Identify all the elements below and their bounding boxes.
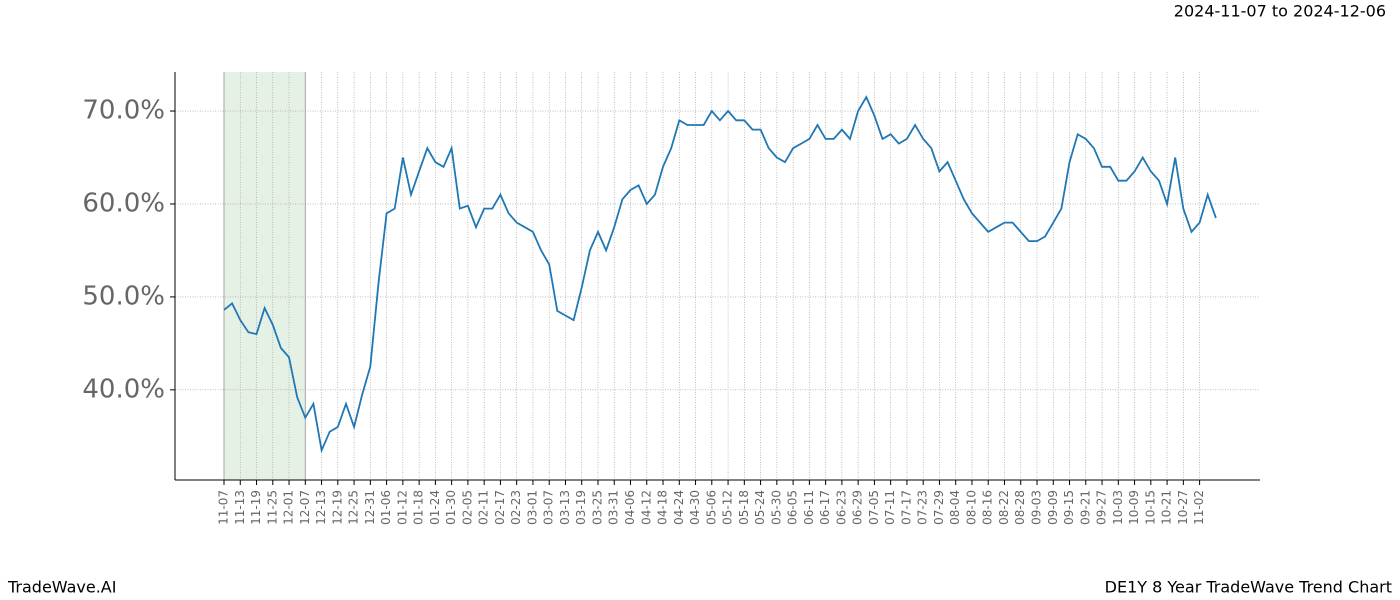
- x-tick-label: 03-19: [574, 490, 588, 525]
- x-tick-label: 08-22: [997, 490, 1011, 525]
- x-tick-label: 12-13: [314, 490, 328, 525]
- x-tick-label: 05-24: [753, 490, 767, 525]
- x-tick-label: 08-10: [964, 490, 978, 525]
- x-tick-label: 05-12: [721, 490, 735, 525]
- x-tick-label: 01-18: [412, 490, 426, 525]
- x-tick-label: 11-13: [233, 490, 247, 525]
- x-tick-label: 01-24: [428, 490, 442, 525]
- x-tick-label: 04-18: [656, 490, 670, 525]
- x-tick-label: 12-25: [347, 490, 361, 525]
- x-tick-label: 02-17: [493, 490, 507, 525]
- x-tick-label: 06-05: [786, 490, 800, 525]
- x-tick-label: 10-09: [1127, 490, 1141, 525]
- x-tick-label: 07-23: [916, 490, 930, 525]
- trend-line: [223, 95, 1217, 454]
- y-tick-label: 40.0%: [82, 374, 165, 404]
- header-range: 2024-11-07 to 2024-12-06: [1174, 2, 1386, 21]
- footer-title: DE1Y 8 Year TradeWave Trend Chart: [1105, 578, 1392, 597]
- x-tick-label: 10-21: [1160, 490, 1174, 525]
- x-tick-label: 04-12: [639, 490, 653, 525]
- x-tick-label: 03-01: [525, 490, 539, 525]
- x-tick-label: 04-06: [623, 490, 637, 525]
- y-tick-label: 50.0%: [82, 281, 165, 311]
- x-tick-label: 07-17: [899, 490, 913, 525]
- x-tick-label: 03-13: [558, 490, 572, 525]
- x-tick-label: 12-19: [330, 490, 344, 525]
- x-tick-label: 09-27: [1095, 490, 1109, 525]
- x-tick-label: 05-06: [704, 490, 718, 525]
- y-tick-label: 70.0%: [82, 96, 165, 126]
- x-tick-label: 06-23: [834, 490, 848, 525]
- x-tick-label: 03-31: [607, 490, 621, 525]
- x-tick-label: 08-04: [948, 490, 962, 525]
- x-tick-label: 02-05: [460, 490, 474, 525]
- x-tick-label: 01-30: [444, 490, 458, 525]
- x-tick-label: 06-29: [851, 490, 865, 525]
- x-tick-label: 10-27: [1176, 490, 1190, 525]
- x-tick-label: 10-03: [1111, 490, 1125, 525]
- x-tick-label: 04-30: [688, 490, 702, 525]
- x-tick-label: 01-12: [395, 490, 409, 525]
- x-tick-label: 12-07: [298, 490, 312, 525]
- x-tick-label: 08-28: [1013, 490, 1027, 525]
- x-tick-label: 11-07: [217, 490, 231, 525]
- x-tick-label: 09-09: [1046, 490, 1060, 525]
- x-tick-label: 01-06: [379, 490, 393, 525]
- x-tick-label: 08-16: [981, 490, 995, 525]
- x-tick-label: 05-18: [737, 490, 751, 525]
- x-tick-label: 11-25: [265, 490, 279, 525]
- x-tick-label: 09-15: [1062, 490, 1076, 525]
- x-tick-label: 07-29: [932, 490, 946, 525]
- x-tick-label: 02-11: [477, 490, 491, 525]
- x-tick-label: 04-24: [672, 490, 686, 525]
- x-tick-label: 09-03: [1030, 490, 1044, 525]
- x-tick-label: 12-01: [282, 490, 296, 525]
- x-tick-label: 09-21: [1078, 490, 1092, 525]
- x-tick-label: 06-17: [818, 490, 832, 525]
- x-tick-label: 10-15: [1143, 490, 1157, 525]
- x-tick-label: 06-11: [802, 490, 816, 525]
- x-tick-label: 11-19: [249, 490, 263, 525]
- x-tick-label: 07-05: [867, 490, 881, 525]
- x-tick-label: 11-02: [1192, 490, 1206, 525]
- x-tick-label: 03-25: [590, 490, 604, 525]
- highlight-band: [224, 72, 306, 480]
- x-tick-label: 12-31: [363, 490, 377, 525]
- y-tick-label: 60.0%: [82, 188, 165, 218]
- x-tick-label: 05-30: [769, 490, 783, 525]
- x-tick-label: 03-07: [542, 490, 556, 525]
- x-tick-label: 07-11: [883, 490, 897, 525]
- x-tick-label: 02-23: [509, 490, 523, 525]
- footer-brand: TradeWave.AI: [7, 578, 116, 597]
